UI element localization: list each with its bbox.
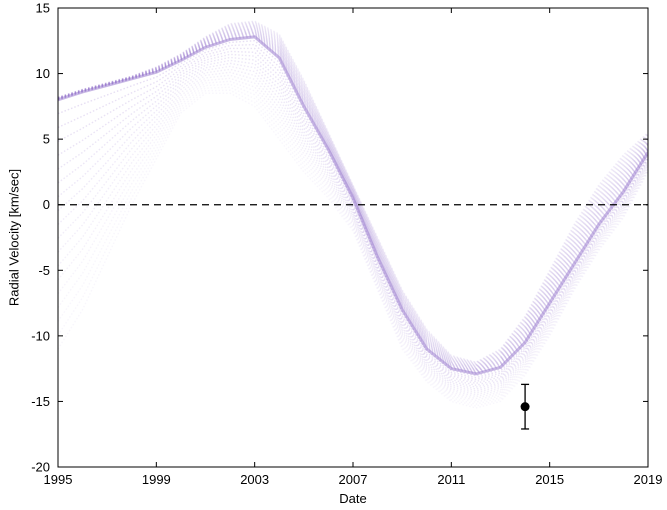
model-curve-line bbox=[58, 89, 648, 407]
model-curve-line bbox=[58, 50, 648, 383]
model-curve-line bbox=[58, 30, 648, 371]
model-curve-line bbox=[58, 23, 648, 365]
model-curve-line bbox=[58, 62, 648, 390]
x-axis-label: Date bbox=[339, 491, 366, 506]
model-curve-line bbox=[58, 22, 648, 365]
x-tick-label: 2011 bbox=[437, 472, 465, 487]
model-curves-band bbox=[58, 20, 648, 409]
model-curve-line bbox=[58, 27, 648, 369]
model-curve-line bbox=[58, 53, 648, 385]
model-curve-central-line bbox=[58, 35, 648, 376]
model-curve-line bbox=[58, 83, 648, 404]
y-tick-label: -5 bbox=[38, 263, 50, 278]
y-axis-ticks: -20 -15 -10 -5 0 5 10 15 bbox=[31, 1, 648, 475]
model-curve-line bbox=[58, 30, 648, 371]
model-curve-line bbox=[58, 43, 648, 379]
plot-area-frame bbox=[57, 7, 649, 468]
model-curve-line bbox=[58, 92, 648, 409]
model-curve-line bbox=[58, 29, 648, 370]
model-curve-line bbox=[58, 68, 648, 394]
model-curve-line bbox=[58, 77, 648, 400]
measurement-point bbox=[520, 402, 530, 412]
x-tick-label: 1999 bbox=[142, 472, 171, 487]
model-curve-line bbox=[58, 71, 648, 396]
y-tick-label: 10 bbox=[36, 66, 50, 81]
x-axis-ticks: 1995 1999 2003 2007 2011 2015 2019 bbox=[44, 8, 663, 487]
y-tick-label: -10 bbox=[31, 328, 50, 343]
model-curve-line bbox=[58, 26, 648, 368]
model-curve-line bbox=[58, 56, 648, 386]
x-tick-label: 2015 bbox=[535, 472, 564, 487]
model-curve-line bbox=[58, 39, 648, 377]
y-tick-label: 15 bbox=[36, 1, 50, 16]
model-curve-line bbox=[58, 86, 648, 405]
model-curve-line bbox=[58, 65, 648, 392]
y-tick-label: -15 bbox=[31, 394, 50, 409]
x-tick-label: 2003 bbox=[240, 472, 269, 487]
model-curve-line bbox=[58, 74, 648, 398]
measurement-layer bbox=[520, 383, 530, 430]
model-curve-line bbox=[58, 24, 648, 367]
y-tick-label: 0 bbox=[43, 197, 50, 212]
model-curve-line bbox=[58, 47, 648, 381]
model-curve-line bbox=[58, 20, 648, 363]
x-tick-label: 1995 bbox=[44, 472, 73, 487]
model-curve-line bbox=[58, 28, 648, 369]
model-curve-line bbox=[58, 25, 648, 367]
x-tick-label: 2019 bbox=[634, 472, 663, 487]
x-tick-label: 2007 bbox=[339, 472, 368, 487]
model-curve-line bbox=[58, 21, 648, 364]
model-curve-line bbox=[58, 80, 648, 402]
model-curve-line bbox=[58, 23, 648, 366]
model-curve-line bbox=[58, 59, 648, 388]
y-tick-label: 5 bbox=[43, 132, 50, 147]
y-tick-label: -20 bbox=[31, 460, 50, 475]
y-axis-label: Radial Velocity [km/sec] bbox=[7, 169, 22, 306]
model-curve-line bbox=[58, 33, 648, 373]
